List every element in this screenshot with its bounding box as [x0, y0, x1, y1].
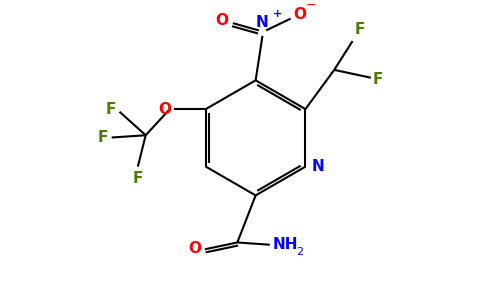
- Text: N: N: [256, 15, 269, 30]
- Text: O: O: [293, 7, 306, 22]
- Text: −: −: [306, 0, 316, 11]
- Text: +: +: [272, 9, 282, 19]
- Text: O: O: [215, 14, 228, 28]
- Text: F: F: [98, 130, 108, 145]
- Text: F: F: [106, 102, 116, 117]
- Text: F: F: [355, 22, 365, 38]
- Text: N: N: [311, 159, 324, 174]
- Text: F: F: [373, 73, 383, 88]
- Text: 2: 2: [296, 248, 303, 257]
- Text: O: O: [158, 102, 171, 117]
- Text: F: F: [133, 171, 143, 186]
- Text: O: O: [188, 241, 201, 256]
- Text: NH: NH: [272, 237, 298, 252]
